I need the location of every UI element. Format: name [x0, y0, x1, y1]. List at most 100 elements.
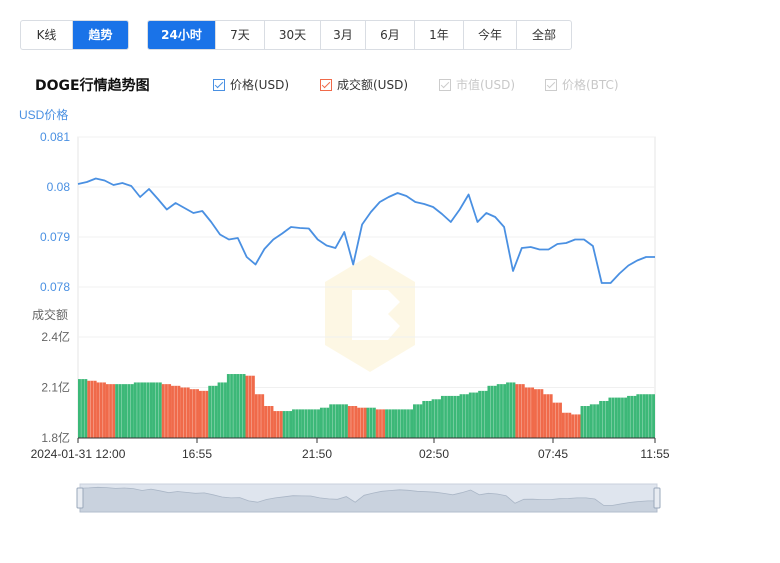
price-tick-label: 0.078	[40, 280, 70, 294]
volume-bar	[78, 379, 88, 438]
checkbox-icon	[439, 78, 451, 91]
volume-bar	[496, 384, 507, 438]
view-mode-tabs: K线 趋势	[20, 20, 129, 50]
range-tab[interactable]: 3月	[321, 21, 366, 49]
zoom-preview-area	[79, 486, 658, 513]
volume-bar	[366, 407, 376, 438]
volume-bar	[133, 382, 144, 438]
volume-bar	[180, 387, 190, 438]
volume-bar	[254, 394, 265, 438]
price-tick-label: 0.081	[40, 130, 70, 144]
volume-bar	[524, 387, 535, 438]
volume-bar	[338, 404, 348, 438]
volume-bar	[347, 406, 358, 438]
volume-bar	[561, 412, 572, 438]
volume-bar	[515, 384, 525, 438]
checkbox-icon	[320, 78, 332, 91]
volume-bar	[478, 390, 488, 438]
volume-tick-label: 2.1亿	[41, 380, 70, 395]
range-tab[interactable]: 30天	[265, 21, 321, 49]
x-tick-label: 11:55	[640, 447, 669, 461]
price-tick-label: 0.08	[47, 180, 71, 194]
range-tab[interactable]: 6月	[366, 21, 415, 49]
volume-bar	[627, 395, 637, 438]
volume-bar	[226, 374, 237, 438]
zoom-handle-left[interactable]	[76, 487, 84, 509]
range-tab[interactable]: 今年	[464, 21, 517, 49]
volume-axis-label: 成交额	[32, 307, 68, 322]
legend-label: 市值(USD)	[456, 78, 516, 92]
volume-bar	[273, 411, 283, 438]
volume-bar	[208, 385, 218, 438]
volume-bar	[589, 404, 600, 438]
zoom-handle-right[interactable]	[653, 487, 661, 509]
view-tab[interactable]: 趋势	[73, 21, 128, 49]
volume-bar	[543, 394, 553, 438]
data-zoom-slider[interactable]	[76, 483, 661, 513]
volume-bar	[375, 409, 386, 438]
watermark-logo	[325, 255, 415, 372]
volume-bar	[645, 394, 655, 438]
volume-bar	[217, 382, 227, 438]
volume-bar	[171, 385, 181, 438]
volume-bar	[96, 382, 106, 438]
volume-bar	[319, 407, 330, 438]
x-tick-label: 16:55	[182, 447, 212, 461]
volume-bar	[394, 409, 404, 438]
volume-bar	[617, 397, 628, 438]
volume-bar	[245, 375, 255, 438]
volume-bar	[552, 402, 562, 438]
checkbox-icon	[545, 78, 557, 91]
volume-bar	[357, 407, 367, 438]
legend-marketcap-usd[interactable]: 市值(USD)	[439, 76, 515, 93]
volume-bar	[385, 409, 395, 438]
watermark-hexagon	[325, 255, 415, 372]
volume-tick-label: 2.4亿	[41, 329, 70, 344]
volume-bar	[310, 409, 320, 438]
volume-bar	[264, 406, 274, 438]
watermark-letter	[352, 290, 400, 340]
volume-bar	[459, 394, 469, 438]
x-tick-label: 02:50	[419, 447, 449, 461]
volume-bar	[468, 392, 479, 438]
volume-bar	[152, 382, 162, 438]
legend-label: 价格(BTC)	[562, 78, 619, 92]
volume-bar	[440, 395, 451, 438]
volume-bar	[580, 406, 590, 438]
volume-bar	[534, 389, 544, 438]
volume-bar	[115, 384, 125, 438]
view-tab[interactable]: K线	[21, 21, 73, 49]
range-tab[interactable]: 24小时	[148, 21, 216, 49]
volume-bar	[431, 399, 441, 438]
volume-bar	[422, 400, 432, 438]
volume-bar	[599, 400, 609, 438]
volume-bar	[450, 395, 460, 438]
volume-bar	[636, 394, 646, 438]
range-tab[interactable]: 7天	[216, 21, 265, 49]
volume-bar	[198, 390, 209, 438]
legend-price-btc[interactable]: 价格(BTC)	[545, 76, 619, 93]
checkbox-icon	[213, 78, 225, 91]
legend-volume-usd[interactable]: 成交额(USD)	[320, 76, 408, 93]
volume-bar	[189, 389, 199, 438]
range-tab[interactable]: 全部	[531, 28, 556, 42]
x-tick-label: 07:45	[538, 447, 568, 461]
chart-title: DOGE行情趋势图	[35, 78, 150, 94]
x-tick-label: 21:50	[302, 447, 332, 461]
volume-bar	[403, 409, 414, 438]
time-range-tabs: 24小时 7天 30天 3月 6月 1年 今年 全部	[147, 20, 572, 50]
volume-bar	[413, 404, 423, 438]
volume-bar	[87, 380, 97, 438]
legend-price-usd[interactable]: 价格(USD)	[213, 76, 289, 93]
volume-bar	[301, 409, 311, 438]
volume-bar	[506, 382, 516, 438]
range-tab[interactable]: 1年	[415, 21, 464, 49]
volume-bar	[292, 409, 302, 438]
volume-bar	[487, 385, 497, 438]
price-tick-label: 0.079	[40, 230, 70, 244]
legend-label: 价格(USD)	[230, 78, 290, 92]
volume-bar	[282, 411, 293, 438]
volume-bar	[161, 384, 172, 438]
volume-bar	[608, 397, 618, 438]
